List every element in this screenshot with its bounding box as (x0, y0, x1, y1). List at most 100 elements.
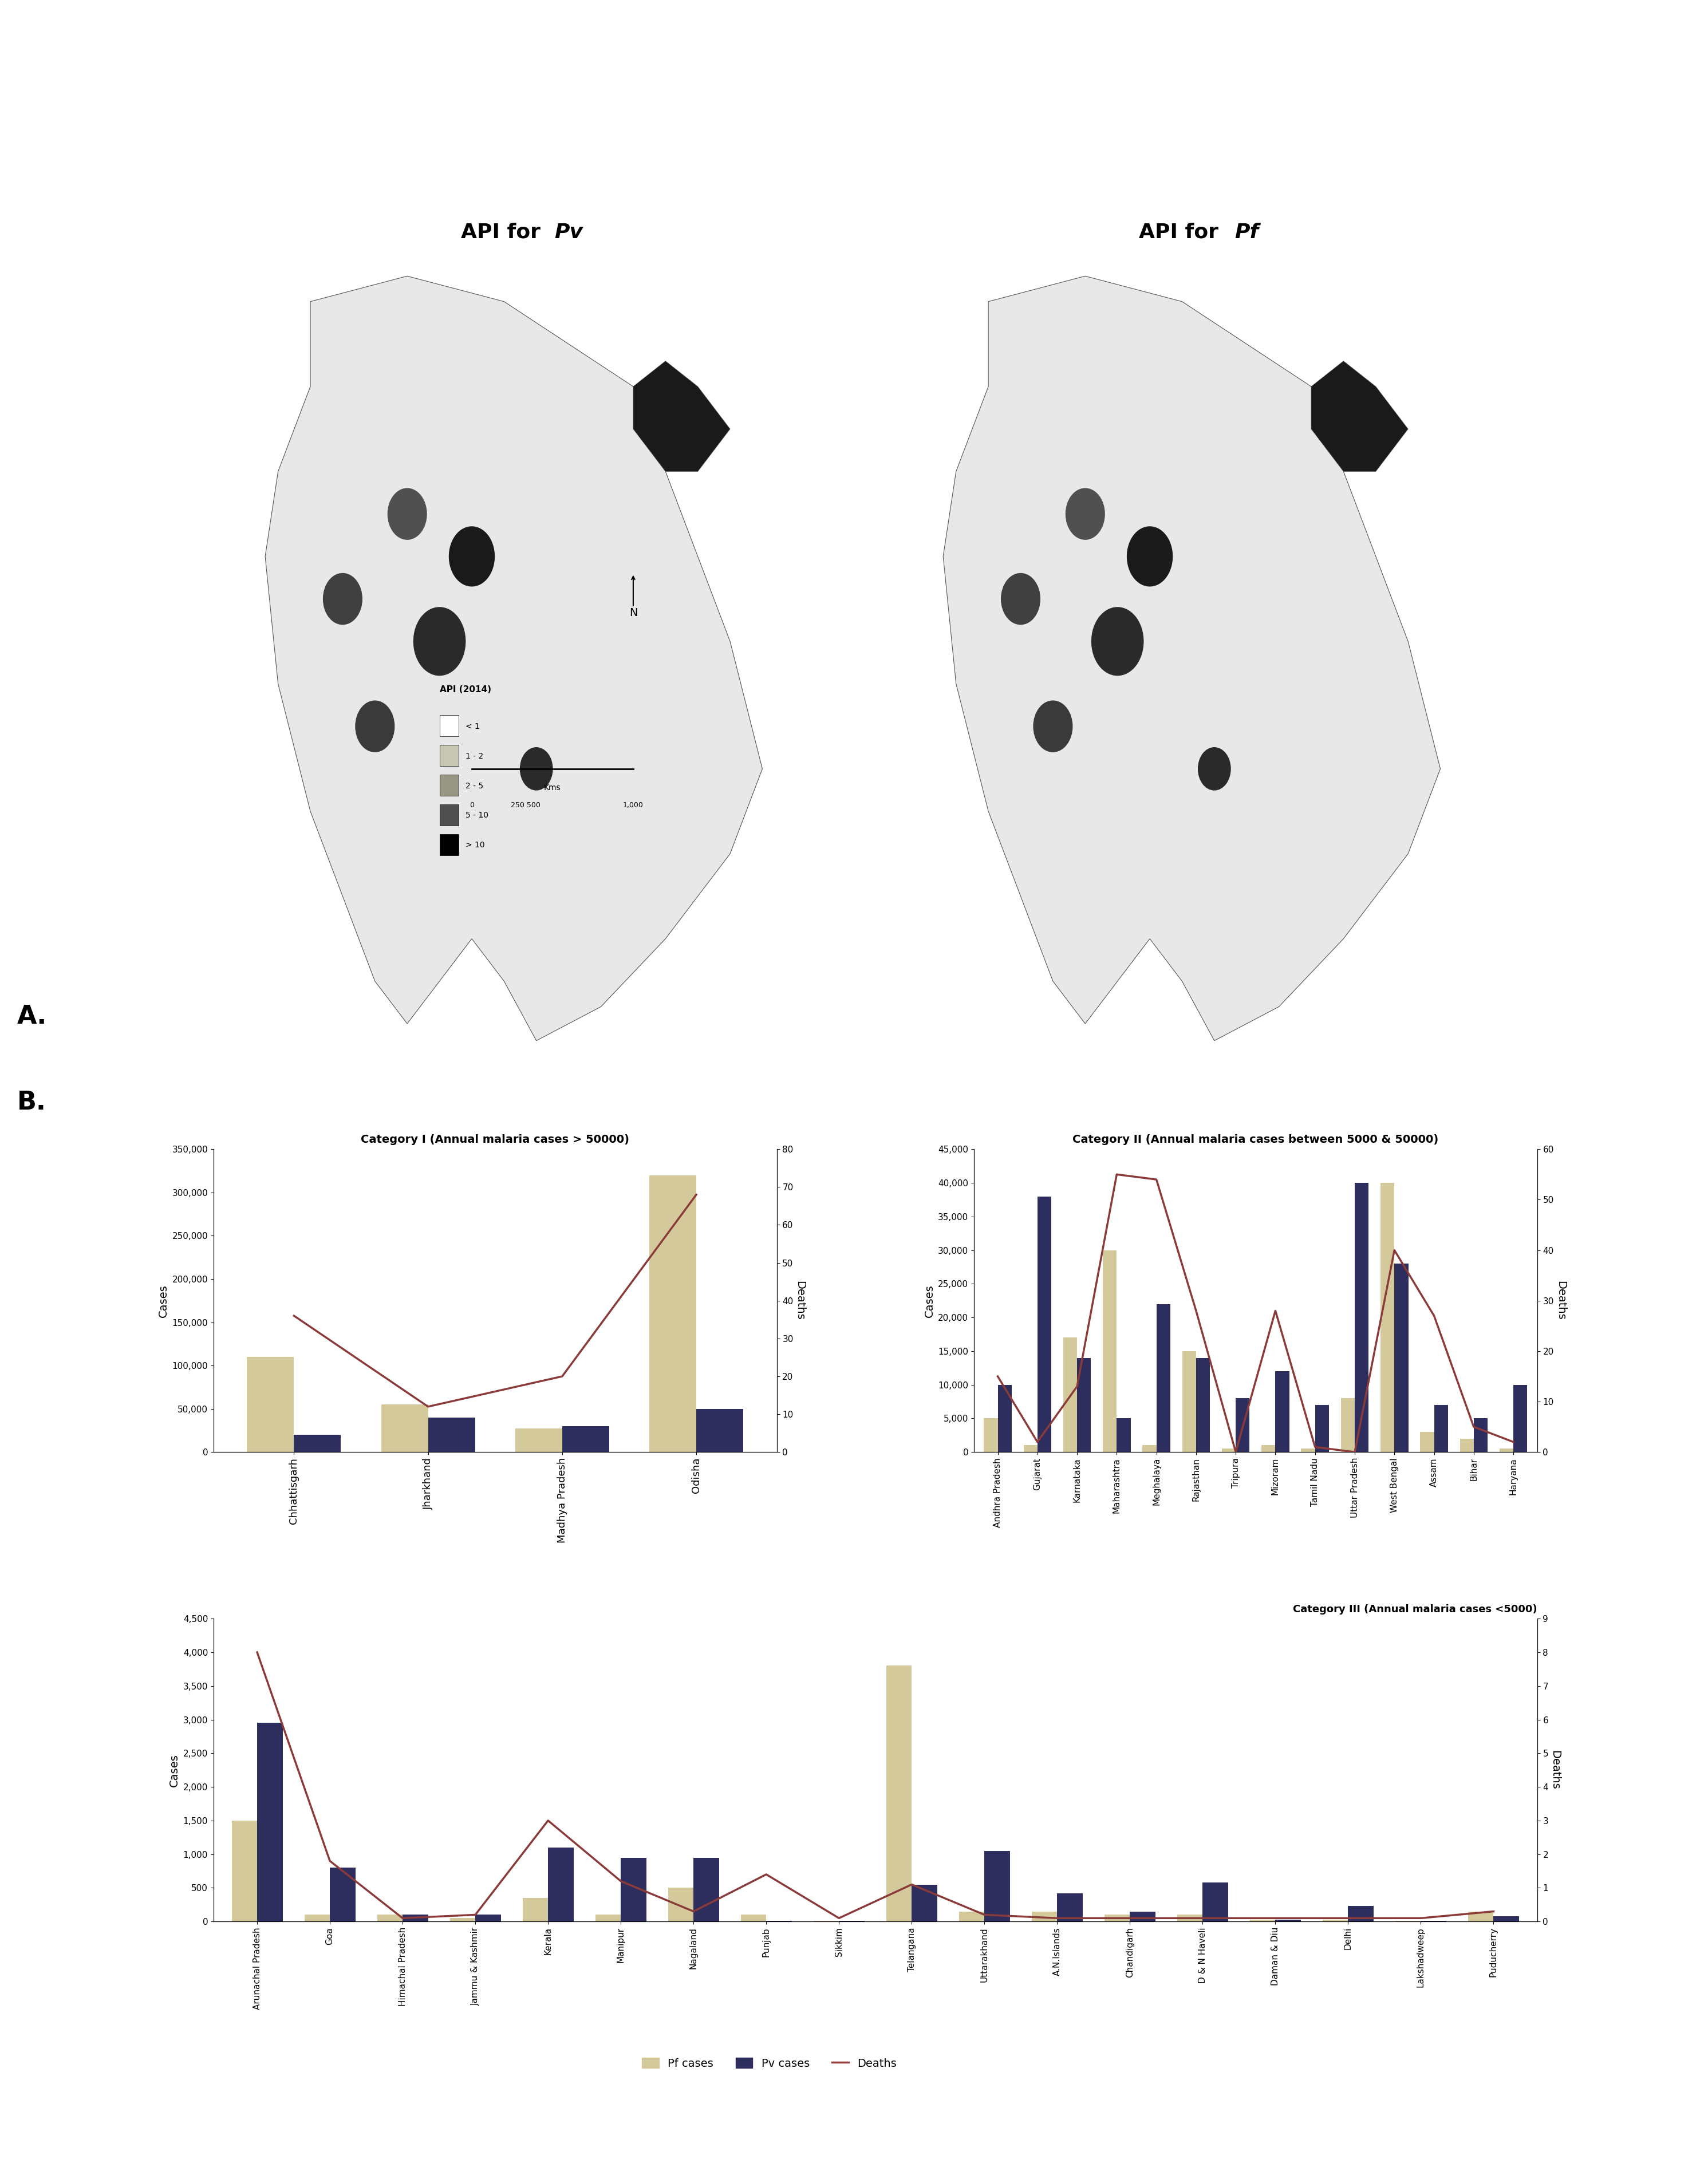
Bar (1315, 1406, 1329, 1453)
Circle shape (1001, 574, 1040, 624)
Bar (403, 1915, 429, 1922)
Bar (330, 1868, 355, 1922)
Bar (1062, 1339, 1078, 1453)
Bar (984, 1418, 997, 1453)
Bar (475, 1915, 500, 1922)
Bar (1032, 1911, 1057, 1922)
Bar (1301, 1449, 1315, 1453)
Y-axis label: Deaths: Deaths (794, 1280, 806, 1321)
Bar (1500, 1449, 1513, 1453)
Y-axis label: Cases: Cases (169, 1753, 179, 1788)
Circle shape (1033, 702, 1073, 751)
Bar (1202, 1883, 1228, 1922)
Bar (294, 1436, 342, 1453)
Bar (439, 745, 459, 766)
Bar (668, 1887, 693, 1922)
Text: API for: API for (461, 222, 548, 242)
Bar (1493, 1917, 1518, 1922)
Bar (984, 1850, 1009, 1922)
Text: API (2014): API (2014) (439, 687, 490, 693)
Text: < 1: < 1 (465, 723, 480, 730)
Circle shape (1066, 488, 1105, 540)
Text: Category III (Annual malaria cases <5000): Category III (Annual malaria cases <5000… (1293, 1604, 1537, 1615)
Bar (1262, 1444, 1276, 1453)
Circle shape (388, 488, 427, 540)
Bar (439, 715, 459, 736)
Circle shape (1127, 527, 1172, 585)
Bar (1235, 1399, 1250, 1453)
Bar (439, 833, 459, 855)
Circle shape (449, 527, 494, 585)
Bar (304, 1915, 330, 1922)
Y-axis label: Deaths: Deaths (1554, 1280, 1566, 1321)
Bar (1177, 1915, 1202, 1922)
Bar (439, 775, 459, 797)
Bar (1341, 1399, 1354, 1453)
Bar (958, 1911, 984, 1922)
Bar (1037, 1196, 1052, 1453)
Text: 250 500: 250 500 (511, 801, 540, 810)
Circle shape (323, 574, 362, 624)
Bar (516, 1429, 562, 1453)
Bar (523, 1898, 548, 1922)
Bar (548, 1848, 574, 1922)
Title: Category II (Annual malaria cases between 5000 & 50000): Category II (Annual malaria cases betwee… (1073, 1133, 1438, 1144)
Circle shape (355, 702, 395, 751)
Circle shape (1091, 607, 1143, 676)
Bar (1182, 1352, 1196, 1453)
Bar (1023, 1444, 1037, 1453)
Bar (1419, 1431, 1435, 1453)
Circle shape (521, 747, 552, 790)
Bar (1469, 1911, 1493, 1922)
Bar (248, 1356, 294, 1453)
Bar (1513, 1384, 1527, 1453)
Y-axis label: Cases: Cases (924, 1285, 934, 1317)
Bar (1105, 1915, 1131, 1922)
Bar (1196, 1358, 1209, 1453)
Text: 1,000: 1,000 (623, 801, 644, 810)
Bar (377, 1915, 403, 1922)
Bar (1474, 1418, 1488, 1453)
Polygon shape (1312, 361, 1407, 471)
Circle shape (413, 607, 465, 676)
Text: 2 - 5: 2 - 5 (465, 782, 483, 790)
Bar (1057, 1893, 1083, 1922)
Bar (1078, 1358, 1091, 1453)
Polygon shape (634, 361, 729, 471)
Text: Kms: Kms (545, 784, 560, 792)
Text: A.: A. (17, 1004, 48, 1028)
Bar (562, 1427, 610, 1453)
Bar (1131, 1911, 1155, 1922)
Circle shape (1199, 747, 1230, 790)
Text: > 10: > 10 (465, 842, 485, 848)
Bar (596, 1915, 620, 1922)
Bar (381, 1406, 429, 1453)
Bar (693, 1857, 719, 1922)
Bar (1380, 1183, 1394, 1453)
Bar (1143, 1444, 1156, 1453)
Polygon shape (943, 276, 1440, 1041)
Bar (258, 1723, 282, 1922)
Text: Pf: Pf (1235, 222, 1259, 242)
Text: Pv: Pv (555, 222, 582, 242)
Y-axis label: Cases: Cases (157, 1285, 169, 1317)
Bar (1117, 1418, 1131, 1453)
Bar (1435, 1406, 1448, 1453)
Bar (649, 1174, 697, 1453)
Bar (912, 1885, 938, 1922)
Bar (1276, 1371, 1290, 1453)
Bar (449, 1917, 475, 1922)
Bar (439, 805, 459, 825)
Bar (1354, 1183, 1368, 1453)
Bar (997, 1384, 1011, 1453)
Text: API for: API for (1139, 222, 1225, 242)
Text: 0: 0 (470, 801, 475, 810)
Title: Category I (Annual malaria cases > 50000): Category I (Annual malaria cases > 50000… (360, 1133, 630, 1144)
Bar (741, 1915, 767, 1922)
Legend: Pf cases, Pv cases, Deaths: Pf cases, Pv cases, Deaths (637, 2053, 902, 2073)
Polygon shape (265, 276, 762, 1041)
Bar (1394, 1263, 1409, 1453)
Bar (1348, 1906, 1373, 1922)
Bar (1156, 1304, 1170, 1453)
Text: 5 - 10: 5 - 10 (465, 812, 488, 820)
